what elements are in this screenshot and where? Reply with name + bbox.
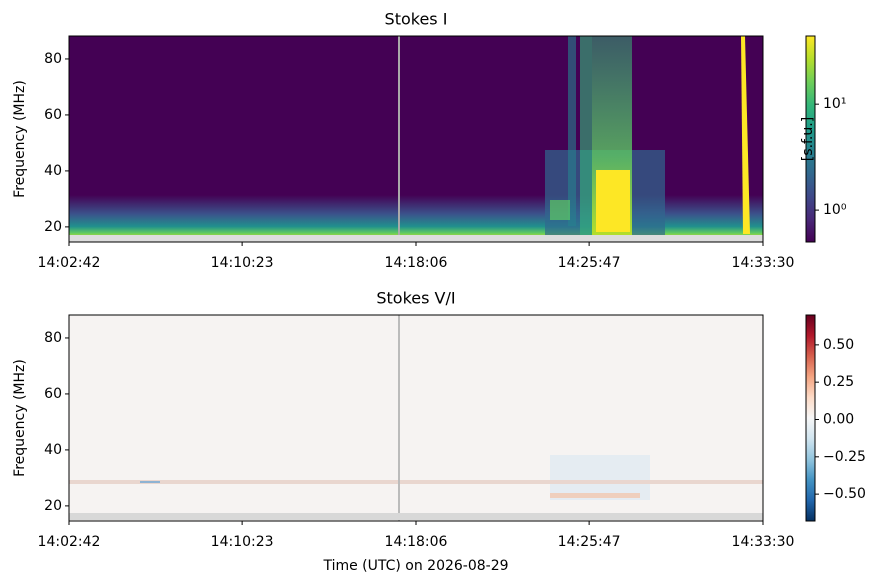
y-tick-label: 80	[44, 330, 62, 346]
chart-title: Stokes I	[385, 10, 448, 29]
y-tick-label: 80	[44, 51, 62, 67]
x-tick-label: 14:33:30	[732, 534, 795, 550]
x-axis-label: Time (UTC) on 2026-08-29	[322, 558, 508, 574]
x-tick-label: 14:02:42	[38, 255, 101, 271]
y-axis-label: Frequency (MHz)	[12, 359, 28, 477]
x-tick-label: 14:25:47	[558, 255, 621, 271]
colorbar	[805, 35, 816, 243]
x-tick-label: 14:02:42	[38, 534, 101, 550]
x-tick-label: 14:10:23	[211, 534, 274, 550]
colorbar-tick-label: 10¹	[823, 96, 846, 112]
x-tick-label: 14:10:23	[211, 255, 274, 271]
colorbar-tick-label: 0.00	[823, 411, 854, 427]
colorbar-tick-label: −0.50	[823, 486, 866, 502]
x-tick-label: 14:18:06	[385, 255, 448, 271]
y-tick-label: 20	[44, 498, 62, 514]
x-tick-label: 14:25:47	[558, 534, 621, 550]
x-tick-label: 14:18:06	[385, 534, 448, 550]
colorbar-tick-label: 0.25	[823, 374, 854, 390]
colorbar-label: [s.f.u.]	[800, 117, 816, 161]
colorbar-tick-label: 10⁰	[823, 202, 847, 218]
y-tick-label: 20	[44, 219, 62, 235]
chart-title: Stokes V/I	[376, 289, 455, 308]
spectrogram-image	[69, 315, 763, 521]
colorbar	[805, 314, 816, 522]
x-tick-label: 14:33:30	[732, 255, 795, 271]
y-axis-label: Frequency (MHz)	[12, 80, 28, 198]
colorbar-tick-label: −0.25	[823, 449, 866, 465]
y-tick-label: 40	[44, 442, 62, 458]
colorbar-tick-label: 0.50	[823, 337, 854, 353]
y-tick-label: 60	[44, 386, 62, 402]
y-tick-label: 60	[44, 107, 62, 123]
spectrogram-image	[69, 36, 763, 242]
y-tick-label: 40	[44, 163, 62, 179]
